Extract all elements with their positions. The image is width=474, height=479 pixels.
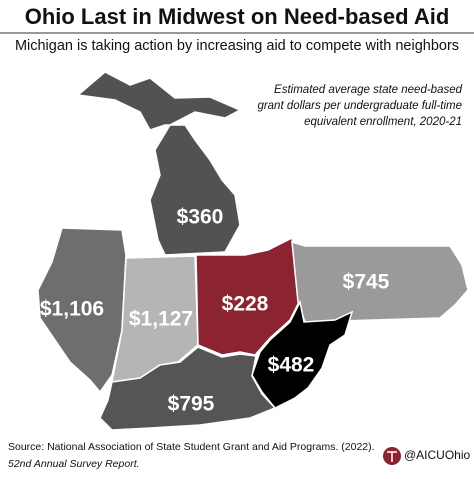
kentucky xyxy=(99,346,277,431)
logo-mark xyxy=(387,451,397,462)
ohio xyxy=(195,236,301,356)
value-label: $1,127 xyxy=(129,308,193,331)
michigan xyxy=(76,71,242,256)
value-label: $1,106 xyxy=(40,298,104,321)
note-line: grant dollars per undergraduate full-tim… xyxy=(257,100,462,112)
source: 52nd Annual Survey Report. xyxy=(8,458,140,470)
note-line: Estimated average state need-based xyxy=(274,84,463,96)
value-label: $228 xyxy=(222,293,269,316)
value-label: $360 xyxy=(177,206,224,229)
illinois xyxy=(37,227,127,394)
title: Ohio Last in Midwest on Need-based Aid xyxy=(25,4,450,29)
handle: @AICUOhio xyxy=(404,448,471,462)
value-label: $795 xyxy=(168,393,215,416)
value-label: $745 xyxy=(343,271,390,294)
value-label: $482 xyxy=(268,354,315,377)
subtitle: Michigan is taking action by increasing … xyxy=(15,38,459,54)
west-virginia xyxy=(251,299,354,409)
source: Source: National Association of State St… xyxy=(8,441,375,453)
note-line: equivalent enrollment, 2020-21 xyxy=(304,116,462,128)
